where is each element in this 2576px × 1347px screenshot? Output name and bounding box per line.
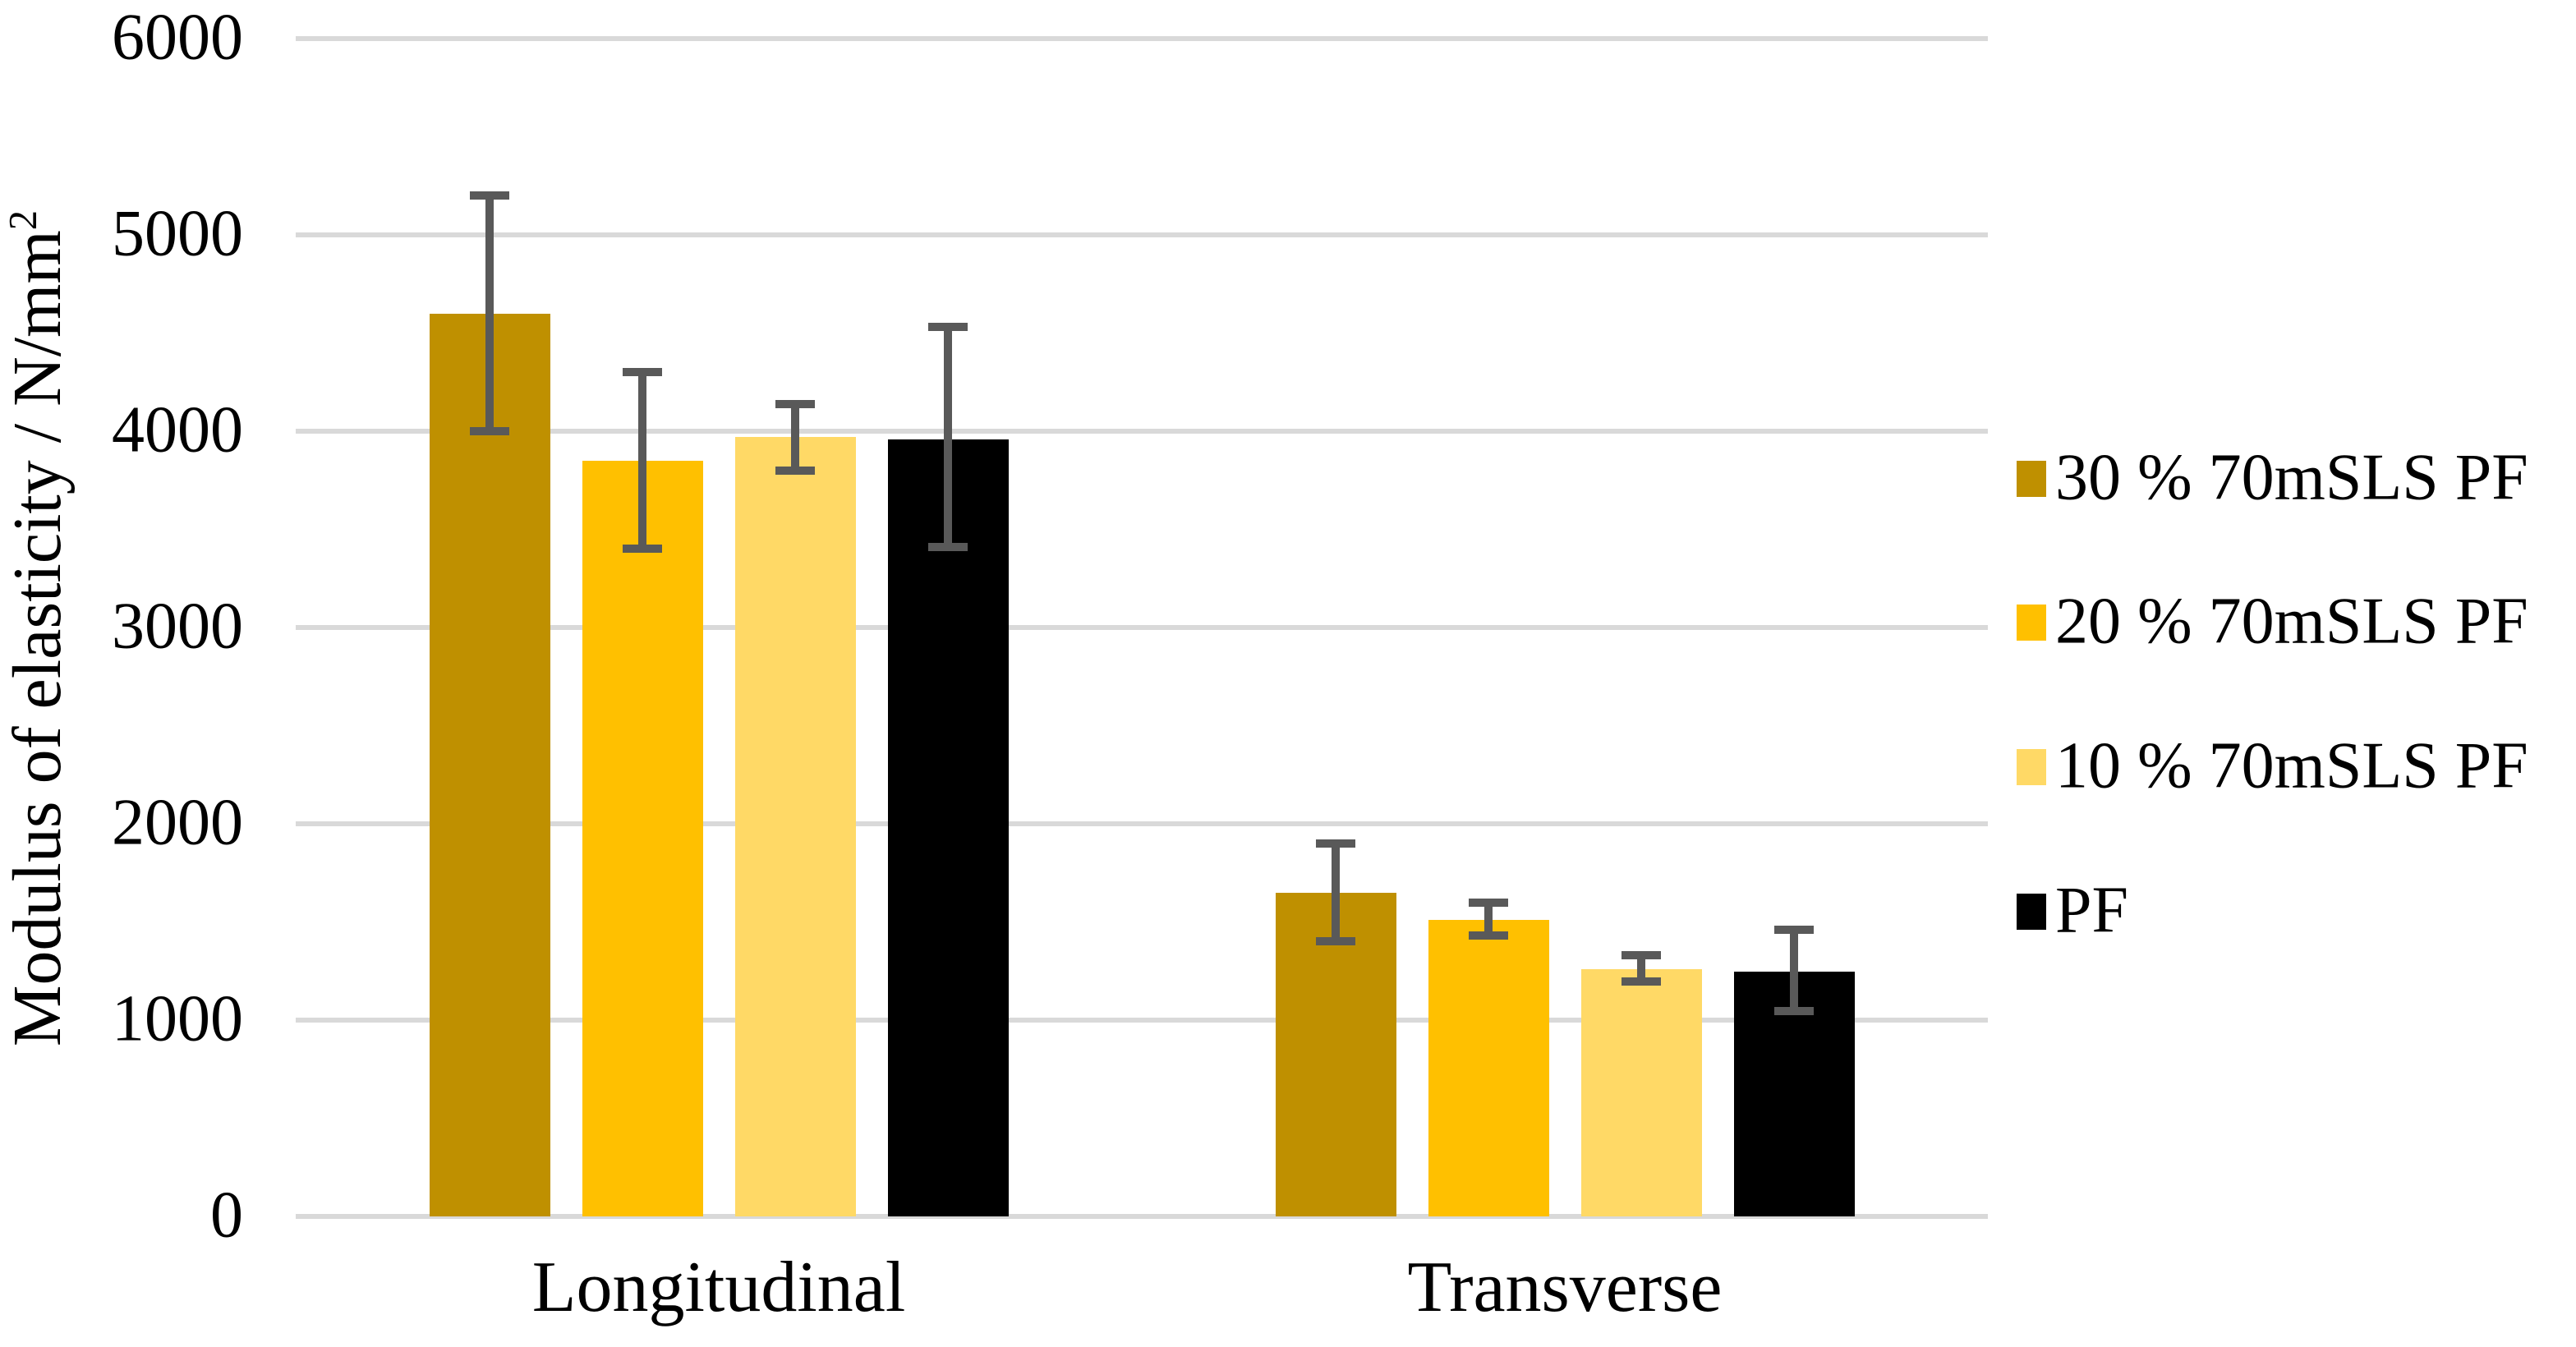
gridline-3000 bbox=[296, 625, 1988, 630]
y-tick-label: 3000 bbox=[112, 590, 243, 663]
error-bar-20-70msls-pf-transverse bbox=[1484, 902, 1493, 936]
y-tick-label: 5000 bbox=[112, 197, 243, 270]
y-tick-label: 0 bbox=[210, 1179, 243, 1252]
y-tick-label: 1000 bbox=[112, 982, 243, 1055]
gridline-4000 bbox=[296, 429, 1988, 434]
legend-swatch-pf bbox=[2017, 894, 2046, 930]
gridline-5000 bbox=[296, 232, 1988, 237]
error-bar-cap-bottom-10-70msls-pf-longitudinal bbox=[775, 466, 815, 475]
error-bar-10-70msls-pf-longitudinal bbox=[791, 403, 799, 471]
bar-10-70msls-pf-longitudinal bbox=[734, 437, 856, 1216]
bar-pf-longitudinal bbox=[887, 439, 1009, 1216]
error-bar-cap-bottom-pf-transverse bbox=[1774, 1007, 1814, 1016]
legend-label-20-70msls-pf: 20 % 70mSLS PF bbox=[2055, 585, 2528, 658]
error-bar-cap-top-30-70msls-pf-longitudinal bbox=[470, 191, 509, 200]
error-bar-cap-bottom-30-70msls-pf-longitudinal bbox=[470, 427, 509, 435]
error-bar-20-70msls-pf-longitudinal bbox=[638, 372, 646, 549]
y-tick-label: 4000 bbox=[112, 393, 243, 467]
category-label-transverse: Transverse bbox=[1407, 1248, 1723, 1327]
gridline-0 bbox=[296, 1214, 1988, 1219]
gridline-1000 bbox=[296, 1018, 1988, 1023]
legend-swatch-20-70msls-pf bbox=[2017, 605, 2046, 641]
error-bar-10-70msls-pf-transverse bbox=[1637, 955, 1645, 982]
bar-30-70msls-pf-longitudinal bbox=[429, 313, 550, 1216]
error-bar-cap-bottom-pf-longitudinal bbox=[928, 543, 968, 551]
bar-30-70msls-pf-transverse bbox=[1275, 892, 1396, 1216]
error-bar-cap-bottom-20-70msls-pf-longitudinal bbox=[623, 545, 662, 554]
bar-10-70msls-pf-transverse bbox=[1580, 968, 1702, 1216]
error-bar-cap-top-20-70msls-pf-transverse bbox=[1469, 898, 1508, 907]
y-tick-label: 6000 bbox=[112, 1, 243, 74]
error-bar-cap-bottom-10-70msls-pf-transverse bbox=[1622, 977, 1661, 986]
legend-label-pf: PF bbox=[2055, 874, 2128, 947]
bar-20-70msls-pf-longitudinal bbox=[582, 460, 703, 1216]
error-bar-cap-top-pf-longitudinal bbox=[928, 323, 968, 332]
error-bar-pf-longitudinal bbox=[944, 327, 952, 547]
error-bar-cap-top-10-70msls-pf-longitudinal bbox=[775, 399, 815, 408]
bar-20-70msls-pf-transverse bbox=[1428, 920, 1549, 1216]
error-bar-cap-bottom-20-70msls-pf-transverse bbox=[1469, 931, 1508, 940]
error-bar-cap-top-pf-transverse bbox=[1774, 926, 1814, 935]
error-bar-cap-top-30-70msls-pf-transverse bbox=[1316, 839, 1355, 848]
gridline-6000 bbox=[296, 36, 1988, 41]
error-bar-cap-top-20-70msls-pf-longitudinal bbox=[623, 368, 662, 377]
legend-swatch-30-70msls-pf bbox=[2017, 461, 2046, 497]
gridline-2000 bbox=[296, 821, 1988, 826]
legend-swatch-10-70msls-pf bbox=[2017, 749, 2046, 785]
error-bar-30-70msls-pf-transverse bbox=[1332, 843, 1340, 942]
y-tick-label: 2000 bbox=[112, 786, 243, 859]
error-bar-30-70msls-pf-longitudinal bbox=[485, 195, 494, 431]
error-bar-cap-top-10-70msls-pf-transverse bbox=[1622, 951, 1661, 960]
category-label-longitudinal: Longitudinal bbox=[531, 1248, 906, 1327]
error-bar-cap-bottom-30-70msls-pf-transverse bbox=[1316, 937, 1355, 946]
legend-label-30-70msls-pf: 30 % 70mSLS PF bbox=[2055, 441, 2528, 514]
legend-label-10-70msls-pf: 10 % 70mSLS PF bbox=[2055, 729, 2528, 802]
error-bar-pf-transverse bbox=[1790, 930, 1798, 1012]
